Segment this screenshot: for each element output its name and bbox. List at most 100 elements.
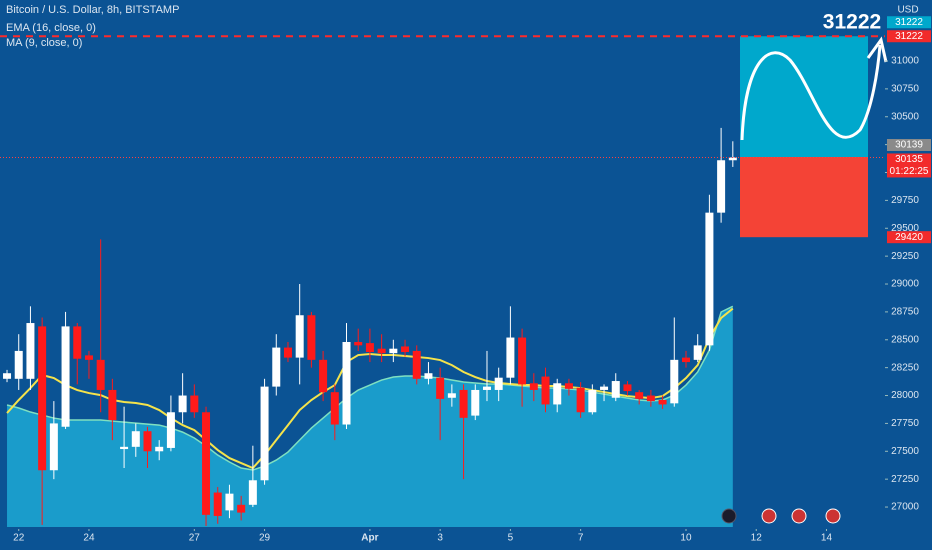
price-badge (887, 231, 931, 244)
candle-body (178, 395, 187, 413)
icon[interactable] (761, 508, 777, 524)
drawn-arrow (740, 44, 882, 141)
candle-body (283, 347, 292, 358)
price-badge-label: 29420 (895, 232, 923, 243)
icon[interactable] (721, 508, 737, 524)
chart-title: Bitcoin / U.S. Dollar, 8h, BITSTAMP (6, 4, 179, 16)
target-annotation: 31222 (823, 11, 881, 34)
candle-body (553, 383, 562, 405)
overlay: 3122227000272502750027750280002825028500… (0, 11, 931, 544)
candle-body (389, 348, 398, 354)
x-tick-label: 24 (83, 533, 95, 544)
candle-body (600, 386, 609, 390)
currency-label: USD (897, 5, 918, 16)
candle-body (330, 392, 339, 425)
candle-body (412, 350, 421, 379)
y-tick-label: 29500 (891, 223, 919, 234)
candle-body (611, 381, 620, 398)
x-tick-label: Apr (361, 533, 378, 544)
icon[interactable] (791, 508, 807, 524)
candle-body (541, 376, 550, 405)
price-badge-label: 30135 (895, 154, 923, 165)
candle-body (681, 357, 690, 363)
candle-body (436, 377, 445, 399)
candle-body (38, 326, 47, 471)
x-tick-label: 27 (189, 533, 201, 544)
y-tick-label: 31000 (891, 56, 919, 67)
plot-area (3, 127, 737, 527)
candle-body (319, 359, 328, 393)
y-tick-label: 27250 (891, 474, 919, 485)
y-tick-label: 29250 (891, 251, 919, 262)
x-tick-label: 22 (13, 533, 25, 544)
candle-body (705, 212, 714, 346)
candle-body (623, 384, 632, 392)
candle-body (529, 383, 538, 390)
candle-body (670, 359, 679, 404)
bottom-icons (721, 508, 841, 524)
y-tick-label: 29000 (891, 279, 919, 290)
price-badge-label: 31222 (895, 31, 923, 42)
candle-body (459, 389, 468, 418)
candle-body (237, 504, 246, 513)
candle-body (588, 389, 597, 413)
candle-body (190, 395, 199, 413)
candle-body (646, 395, 655, 402)
candle-body (424, 373, 433, 379)
candle-body (49, 423, 58, 471)
price-badge (887, 16, 931, 29)
y-tick-label: 28750 (891, 307, 919, 318)
candle-body (635, 392, 644, 399)
x-tick-label: 29 (259, 533, 271, 544)
stop-zone (740, 157, 868, 238)
y-tick-label: 29750 (891, 195, 919, 206)
legend-entry: EMA (16, close, 0) (6, 22, 96, 34)
price-badge-label: 31222 (895, 17, 923, 28)
candle-body (213, 492, 222, 516)
candle-body (73, 326, 82, 359)
candle-body (377, 348, 386, 354)
candle-body (365, 343, 374, 353)
candle-body (693, 345, 702, 360)
candle-body (143, 431, 152, 452)
candle-body (225, 493, 234, 511)
candle-body (401, 346, 410, 353)
y-tick-label: 27000 (891, 502, 919, 513)
candle-body (342, 342, 351, 425)
candle-body (518, 337, 527, 385)
candle-body (717, 160, 726, 213)
candle-body (248, 480, 257, 505)
candle-body (155, 446, 164, 452)
x-tick-label: 12 (751, 533, 763, 544)
x-tick-label: 5 (508, 533, 514, 544)
candle-body (108, 389, 117, 421)
x-tick-label: 10 (680, 533, 692, 544)
y-tick-label: 28250 (891, 362, 919, 373)
candle-body (307, 315, 316, 360)
candle-body (482, 386, 491, 390)
candle-body (728, 157, 737, 161)
x-tick-label: 3 (437, 533, 443, 544)
y-tick-label: 30750 (891, 84, 919, 95)
y-tick-label: 28000 (891, 390, 919, 401)
candle-body (3, 373, 12, 379)
candle-body (84, 355, 93, 360)
y-tick-label: 30500 (891, 111, 919, 122)
countdown-label: 01:22:25 (890, 166, 929, 177)
ema-area (7, 306, 733, 527)
candle-body (166, 412, 175, 448)
price-badge (887, 153, 931, 178)
legend-entry: MA (9, close, 0) (6, 37, 82, 49)
arrow-head (866, 36, 888, 63)
target-zone (740, 36, 868, 158)
icon[interactable] (825, 508, 841, 524)
candle-body (14, 350, 23, 379)
price-badge (887, 30, 931, 43)
candle-body (260, 386, 269, 481)
candle-body (564, 383, 573, 389)
candle-body (471, 389, 480, 416)
x-tick-label: 14 (821, 533, 833, 544)
candle-body (506, 337, 515, 378)
